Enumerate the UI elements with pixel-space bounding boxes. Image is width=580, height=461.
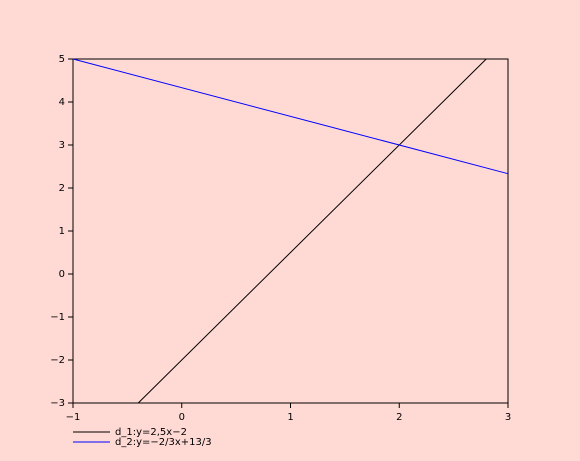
y-tick-label: −3 [50, 398, 65, 409]
y-tick-label: 0 [59, 269, 65, 280]
y-tick-label: −2 [50, 355, 65, 366]
legend-label: d_2:y=−2/3x+13/3 [115, 437, 212, 448]
x-tick-label: 2 [396, 412, 402, 423]
x-tick-label: 0 [179, 412, 185, 423]
legend-label: d_1:y=2,5x−2 [115, 427, 187, 438]
y-tick-label: 2 [59, 183, 65, 194]
y-tick-label: 4 [59, 97, 65, 108]
y-tick-label: −1 [50, 312, 65, 323]
x-tick-label: 1 [287, 412, 293, 423]
line [137, 58, 487, 404]
y-tick-label: 5 [59, 54, 65, 65]
y-tick-label: 3 [59, 140, 65, 151]
x-tick-label: 3 [505, 412, 511, 423]
line [72, 58, 509, 175]
y-tick-label: 1 [59, 226, 65, 237]
x-tick-label: −1 [66, 412, 81, 423]
